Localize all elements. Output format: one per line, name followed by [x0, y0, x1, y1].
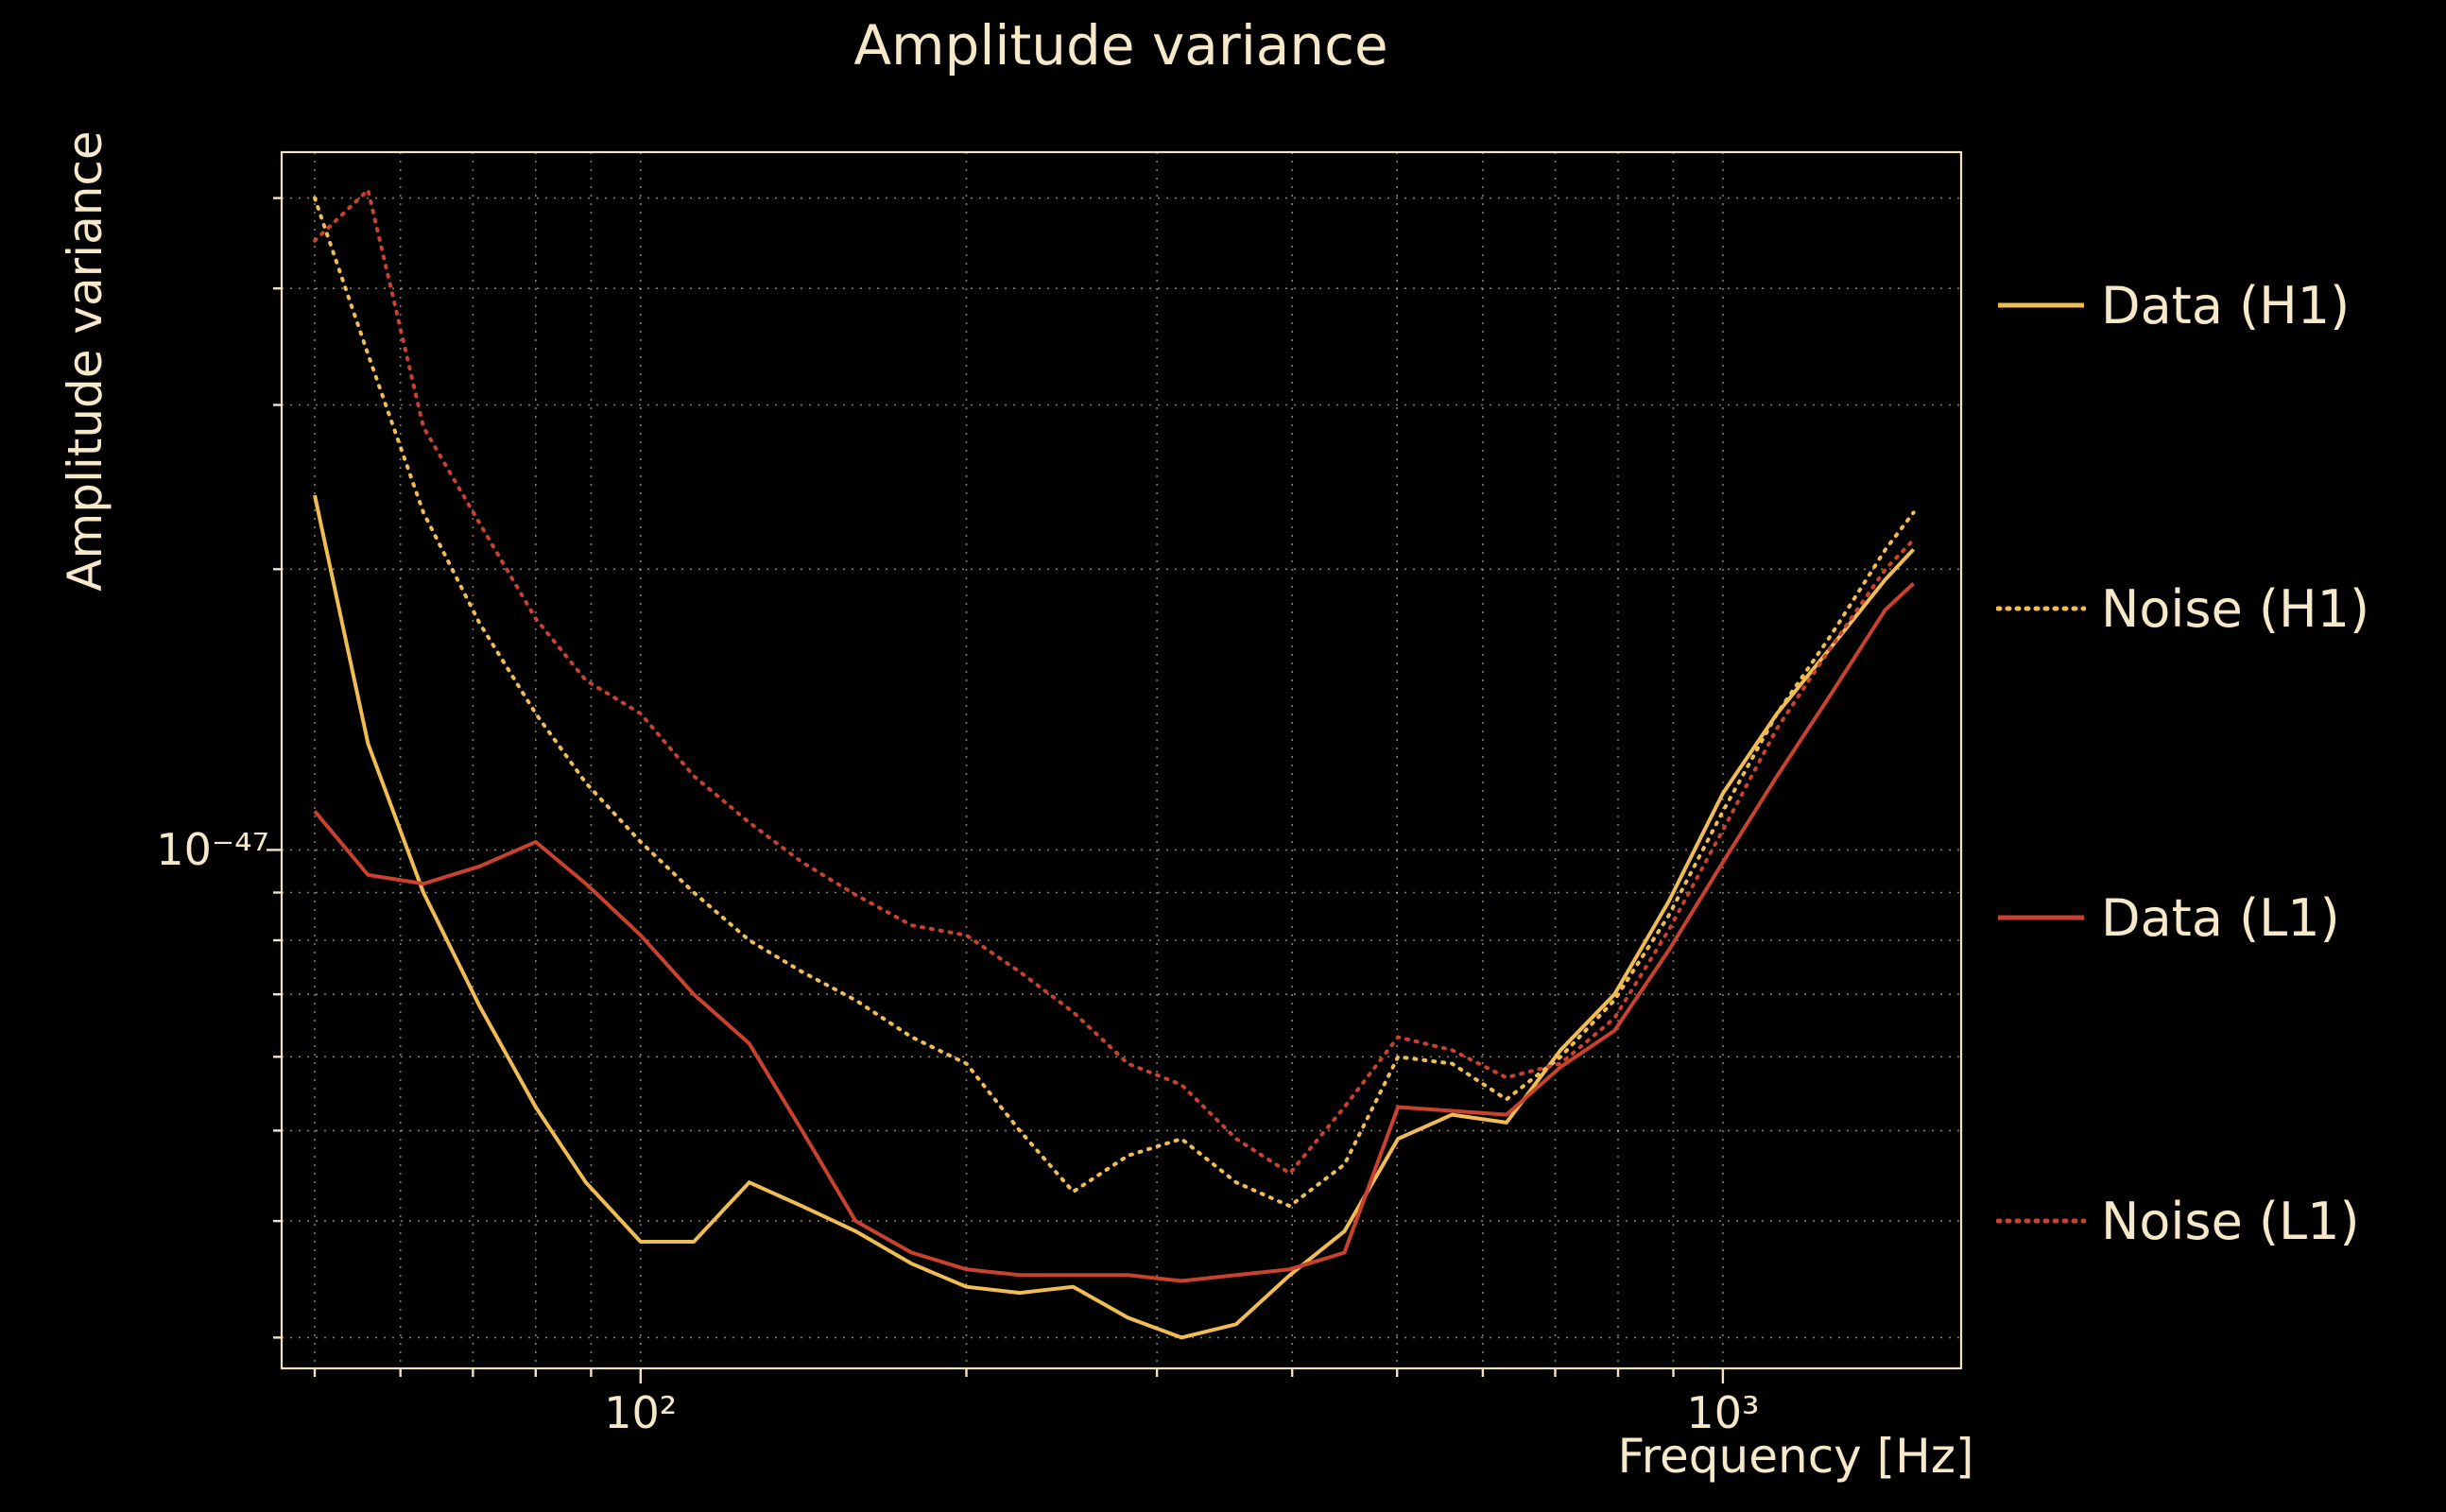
series-line-noise-l1	[313, 188, 1916, 1176]
chart-title: Amplitude variance	[853, 13, 1388, 77]
axes-spines	[280, 150, 1963, 1370]
x-axis-label: Frequency [Hz]	[1617, 1429, 1974, 1484]
y-axis-label: Amplitude variance	[58, 130, 112, 592]
series-line-data-l1	[313, 582, 1915, 1283]
series-line-noise-h1	[313, 196, 1916, 1209]
series-line-data-h1	[313, 494, 1916, 1340]
x-tick-label-1000: 10³	[1686, 1387, 1760, 1438]
x-tick-label-100: 10²	[604, 1387, 678, 1438]
y-tick-label-1e-47: 10⁻⁴⁷	[156, 824, 269, 876]
